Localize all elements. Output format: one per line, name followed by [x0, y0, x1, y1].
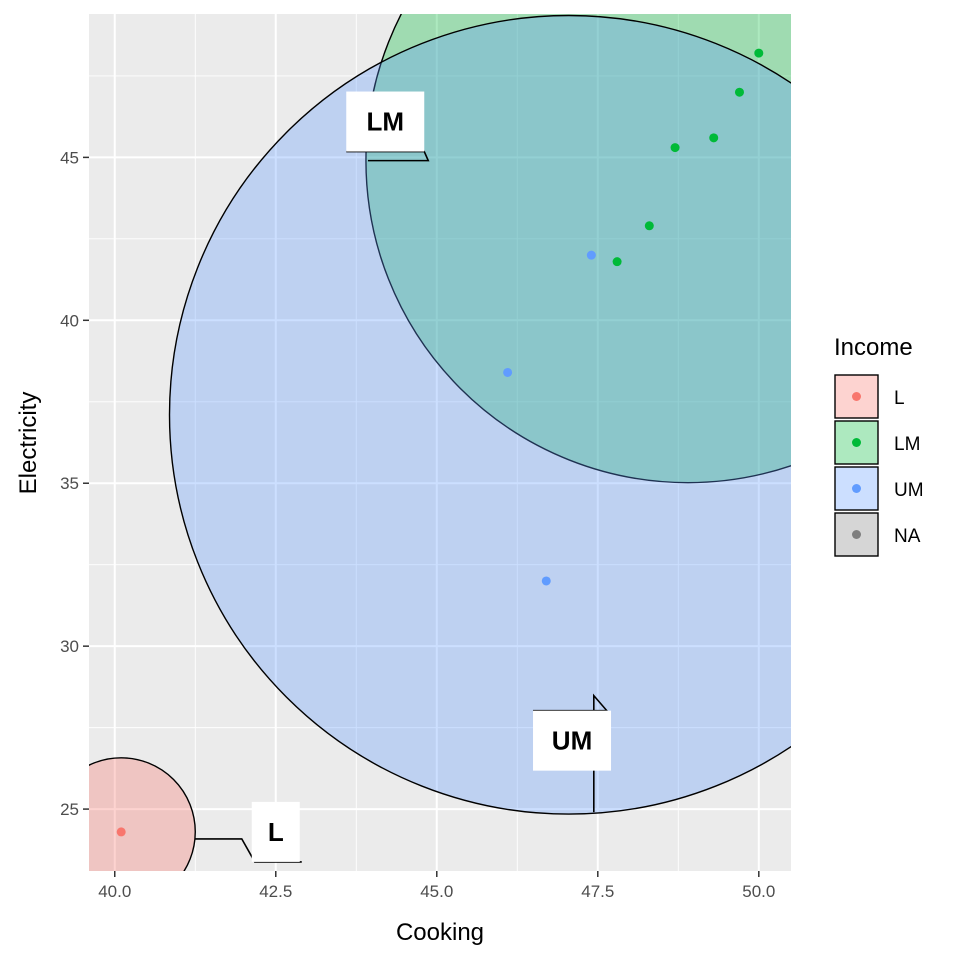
legend-label-l: L	[894, 388, 905, 409]
group-circle-lm	[365, 14, 791, 484]
group-circles	[89, 14, 791, 871]
x-axis-ticks: 40.0 42.5 45.0 47.5 50.0	[98, 871, 775, 901]
y-tick-label: 30	[60, 637, 79, 656]
point-lm	[754, 48, 764, 58]
point-lm	[670, 143, 680, 153]
legend: Income L LM UM NA	[834, 334, 924, 557]
y-tick-label: 35	[60, 474, 79, 493]
y-tick-label: 25	[60, 800, 79, 819]
legend-label-lm: LM	[894, 434, 920, 455]
point-lm	[644, 221, 654, 231]
x-tick-label: 40.0	[98, 882, 131, 901]
data-points	[116, 48, 764, 837]
label-text-l: L	[268, 817, 284, 847]
x-tick-label: 42.5	[259, 882, 292, 901]
point-lm	[734, 87, 744, 97]
label-box-um	[533, 710, 612, 771]
point-l	[116, 827, 126, 837]
y-axis-title: Electricity	[15, 392, 42, 495]
x-tick-label: 45.0	[420, 882, 453, 901]
legend-point-um	[852, 484, 861, 493]
group-circle-l	[89, 757, 196, 871]
x-axis-title: Cooking	[396, 919, 484, 946]
legend-point-l	[852, 392, 861, 401]
label-box-l	[251, 801, 300, 862]
point-lm	[612, 257, 622, 267]
group-circle-um	[168, 14, 791, 815]
group-labels: L LM UM	[251, 91, 612, 862]
legend-point-na	[852, 530, 861, 539]
legend-label-um: UM	[894, 480, 924, 501]
legend-label-na: NA	[894, 526, 921, 547]
x-tick-label: 47.5	[581, 882, 614, 901]
grid	[89, 14, 791, 871]
label-text-um: UM	[552, 726, 592, 756]
legend-point-lm	[852, 438, 861, 447]
y-tick-label: 40	[60, 311, 79, 330]
legend-title: Income	[834, 334, 913, 361]
point-um	[503, 367, 513, 377]
label-box-lm	[346, 91, 425, 152]
y-tick-label: 45	[60, 148, 79, 167]
x-tick-label: 50.0	[742, 882, 775, 901]
point-um	[586, 250, 596, 260]
point-lm	[709, 133, 719, 143]
label-text-lm: LM	[366, 107, 404, 137]
point-um	[541, 576, 551, 586]
y-axis-ticks: 25 30 35 40 45	[60, 148, 89, 819]
